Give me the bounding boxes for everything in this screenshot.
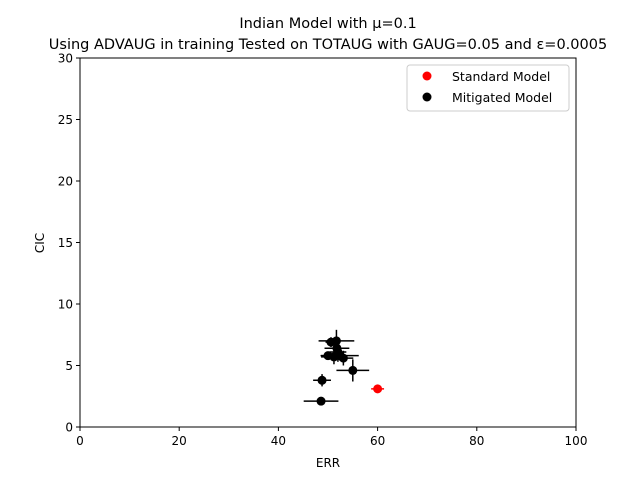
legend-marker-standard bbox=[422, 71, 432, 81]
y-tick-label: 5 bbox=[65, 359, 73, 373]
y-axis: 0 5 10 15 20 25 30 bbox=[58, 52, 80, 435]
x-tick-label: 100 bbox=[565, 434, 588, 448]
legend-label-mitigated: Mitigated Model bbox=[452, 90, 552, 105]
legend-frame bbox=[406, 64, 570, 112]
y-axis-label: CIC bbox=[33, 233, 47, 253]
x-axis-label: ERR bbox=[316, 456, 340, 470]
data-point-mitigated bbox=[318, 329, 355, 352]
y-tick-label: 0 bbox=[65, 421, 73, 435]
data-point-mitigated bbox=[336, 359, 370, 382]
data-point-mitigated bbox=[333, 350, 354, 366]
x-tick-label: 80 bbox=[469, 434, 484, 448]
y-tick-label: 30 bbox=[58, 52, 73, 66]
x-tick-label: 20 bbox=[172, 434, 187, 448]
y-tick-label: 25 bbox=[58, 113, 73, 127]
point-marker bbox=[316, 396, 326, 406]
legend: Standard Model Mitigated Model bbox=[406, 64, 570, 112]
x-tick-label: 60 bbox=[370, 434, 385, 448]
point-marker bbox=[317, 375, 327, 385]
x-tick-label: 40 bbox=[271, 434, 286, 448]
y-tick-label: 15 bbox=[58, 236, 73, 250]
plot-area bbox=[303, 329, 385, 406]
data-point-standard bbox=[371, 384, 385, 394]
data-point-mitigated bbox=[313, 374, 331, 387]
y-tick-label: 10 bbox=[58, 298, 73, 312]
chart-title-line1: Indian Model with μ=0.1 bbox=[239, 16, 416, 32]
point-marker bbox=[331, 336, 341, 346]
chart-title-line2: Using ADVAUG in training Tested on TOTAU… bbox=[49, 37, 607, 53]
point-marker bbox=[348, 365, 358, 375]
point-marker bbox=[373, 384, 383, 394]
x-tick-label: 0 bbox=[76, 434, 84, 448]
plot-frame bbox=[79, 57, 577, 428]
point-marker bbox=[338, 353, 348, 363]
legend-label-standard: Standard Model bbox=[452, 69, 550, 84]
y-tick-label: 20 bbox=[58, 175, 73, 189]
data-point-mitigated bbox=[303, 396, 339, 406]
legend-marker-mitigated bbox=[422, 92, 432, 102]
x-axis: 0 20 40 60 80 100 bbox=[76, 427, 587, 448]
